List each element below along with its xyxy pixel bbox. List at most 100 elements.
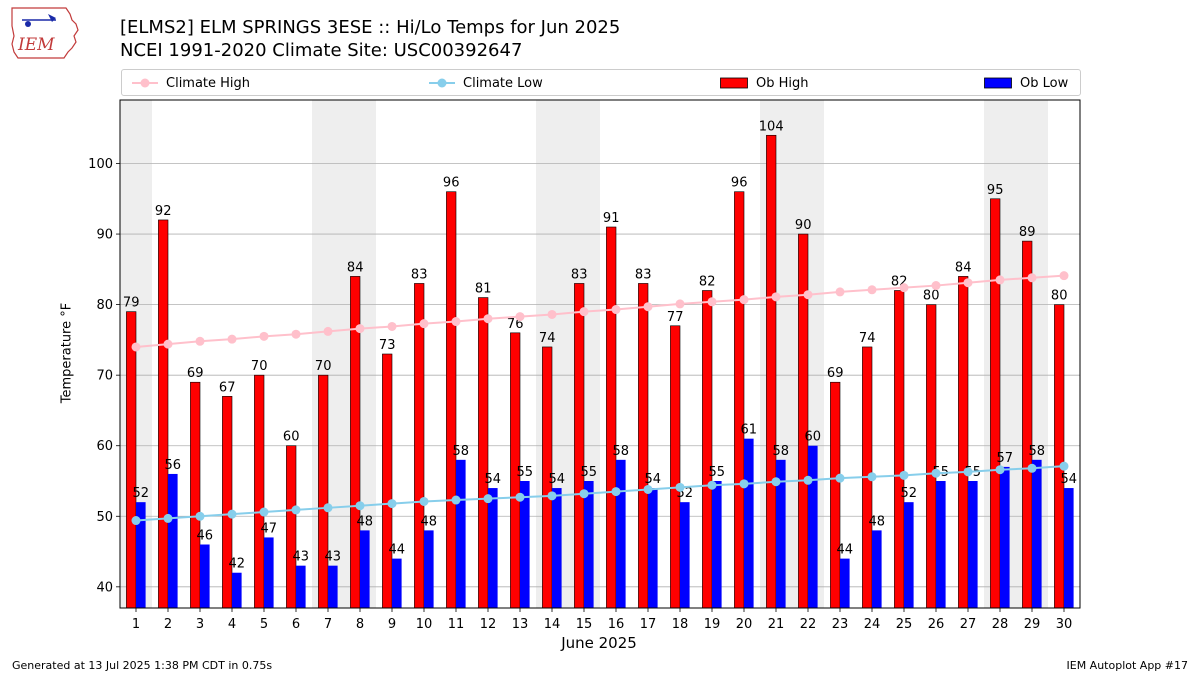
label-high-day-16: 91 <box>603 211 620 226</box>
bar-high-day-28 <box>990 198 1001 609</box>
xtick-label-3: 3 <box>196 617 204 632</box>
bar-low-day-4 <box>232 572 242 608</box>
bar-low-day-28 <box>1000 466 1010 608</box>
xtick-label-4: 4 <box>228 617 236 632</box>
climate-high-line <box>135 274 1065 348</box>
ytick-label-80: 80 <box>96 298 113 313</box>
label-high-day-21: 104 <box>759 119 784 134</box>
label-high-day-3: 69 <box>187 366 204 381</box>
xtick-label-25: 25 <box>896 617 913 632</box>
legend-climate-low: Climate Low <box>429 74 543 92</box>
climate-low-point-day-7 <box>323 503 333 513</box>
climate-low-point-day-9 <box>387 499 397 509</box>
climate-low-point-day-28 <box>995 465 1005 475</box>
label-low-day-8: 48 <box>357 514 374 529</box>
xtick-label-10: 10 <box>416 617 433 632</box>
label-low-day-3: 46 <box>197 529 214 544</box>
xtick-label-8: 8 <box>356 617 364 632</box>
label-low-day-17: 54 <box>645 472 662 487</box>
climate-low-point-day-23 <box>835 473 845 483</box>
label-high-day-20: 96 <box>731 176 748 191</box>
bar-low-day-26 <box>936 481 946 608</box>
label-high-day-22: 90 <box>795 218 812 233</box>
label-low-day-1: 52 <box>133 486 150 501</box>
label-high-day-26: 80 <box>923 289 940 304</box>
bar-low-day-16 <box>616 459 626 608</box>
ytick-label-50: 50 <box>96 510 113 525</box>
climate-low-point-day-6 <box>291 505 301 515</box>
climate-high-point-day-16 <box>611 305 621 315</box>
xtick-label-30: 30 <box>1056 617 1073 632</box>
app-label: IEM Autoplot App #17 <box>1066 659 1189 672</box>
climate-low-line <box>135 465 1065 522</box>
legend-climate-low-marker <box>429 78 455 88</box>
bar-low-day-8 <box>360 530 370 608</box>
climate-low-point-day-13 <box>515 492 525 502</box>
label-high-day-17: 83 <box>635 267 652 282</box>
label-low-day-28: 57 <box>997 451 1014 466</box>
ytick-label-100: 100 <box>88 157 113 172</box>
xtick-label-7: 7 <box>324 617 332 632</box>
bar-high-day-25 <box>894 290 905 609</box>
bar-low-day-17 <box>648 488 658 608</box>
label-low-day-16: 58 <box>613 444 630 459</box>
climate-high-point-day-28 <box>995 275 1005 285</box>
legend-climate-high: Climate High <box>132 74 250 92</box>
climate-high-point-day-19 <box>707 297 717 307</box>
label-low-day-9: 44 <box>389 543 406 558</box>
bar-high-day-19 <box>702 290 713 609</box>
y-axis-label: Temperature °F <box>59 302 75 404</box>
label-low-day-4: 42 <box>229 557 246 572</box>
label-high-day-2: 92 <box>155 204 172 219</box>
bar-high-day-21 <box>766 134 777 609</box>
climate-high-point-day-2 <box>163 339 173 349</box>
label-low-day-29: 58 <box>1029 444 1046 459</box>
xtick-label-26: 26 <box>928 617 945 632</box>
bar-high-day-22 <box>798 233 809 609</box>
climate-low-point-day-15 <box>579 489 589 499</box>
label-high-day-28: 95 <box>987 183 1004 198</box>
bar-low-day-12 <box>488 488 498 608</box>
xtick-label-22: 22 <box>800 617 817 632</box>
bar-high-day-12 <box>478 297 489 609</box>
bar-high-day-6 <box>286 445 297 609</box>
bar-low-day-23 <box>840 558 850 608</box>
label-low-day-11: 58 <box>453 444 470 459</box>
ytick-label-40: 40 <box>96 580 113 595</box>
climate-high-point-day-22 <box>803 290 813 300</box>
label-high-day-24: 74 <box>859 331 876 346</box>
bar-low-day-2 <box>168 473 178 608</box>
label-low-day-19: 55 <box>709 465 726 480</box>
bar-low-day-19 <box>712 481 722 608</box>
bar-low-day-29 <box>1032 459 1042 608</box>
bar-low-day-10 <box>424 530 434 608</box>
label-high-day-4: 67 <box>219 380 236 395</box>
label-high-day-18: 77 <box>667 310 684 325</box>
bar-high-day-2 <box>158 219 169 609</box>
climate-high-point-day-15 <box>579 307 589 317</box>
bar-high-day-27 <box>958 276 969 609</box>
label-low-day-13: 55 <box>517 465 534 480</box>
climate-low-point-day-22 <box>803 475 813 485</box>
label-high-day-6: 60 <box>283 430 300 445</box>
bar-high-day-15 <box>574 283 585 609</box>
label-high-day-9: 73 <box>379 338 396 353</box>
ytick-label-90: 90 <box>96 228 113 243</box>
legend-ob-high-marker <box>720 77 748 89</box>
legend-ob-low-label: Ob Low <box>1020 75 1069 91</box>
bar-low-day-7 <box>328 565 338 608</box>
climate-low-point-day-11 <box>451 495 461 505</box>
xtick-label-29: 29 <box>1024 617 1041 632</box>
xtick-label-19: 19 <box>704 617 721 632</box>
xtick-label-2: 2 <box>164 617 172 632</box>
label-high-day-7: 70 <box>315 359 332 374</box>
bar-low-day-3 <box>200 544 210 608</box>
climate-low-point-day-10 <box>419 496 429 506</box>
climate-low-point-day-1 <box>131 516 141 526</box>
climate-high-point-day-1 <box>131 342 141 352</box>
bar-low-day-1 <box>136 502 146 608</box>
xtick-label-18: 18 <box>672 617 689 632</box>
legend-ob-low-marker <box>984 77 1012 89</box>
label-low-day-30: 54 <box>1061 472 1078 487</box>
